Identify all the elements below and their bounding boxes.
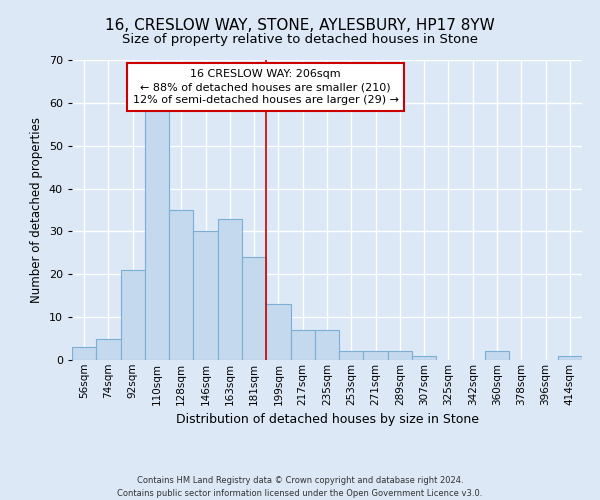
Bar bbox=[145, 112, 169, 360]
Text: 16, CRESLOW WAY, STONE, AYLESBURY, HP17 8YW: 16, CRESLOW WAY, STONE, AYLESBURY, HP17 … bbox=[105, 18, 495, 32]
Bar bbox=[315, 330, 339, 360]
Bar bbox=[96, 338, 121, 360]
Text: Size of property relative to detached houses in Stone: Size of property relative to detached ho… bbox=[122, 32, 478, 46]
Bar bbox=[290, 330, 315, 360]
X-axis label: Distribution of detached houses by size in Stone: Distribution of detached houses by size … bbox=[176, 413, 479, 426]
Bar bbox=[218, 218, 242, 360]
Bar bbox=[72, 347, 96, 360]
Bar bbox=[412, 356, 436, 360]
Y-axis label: Number of detached properties: Number of detached properties bbox=[30, 117, 43, 303]
Bar bbox=[121, 270, 145, 360]
Bar bbox=[388, 352, 412, 360]
Bar bbox=[169, 210, 193, 360]
Bar bbox=[364, 352, 388, 360]
Bar bbox=[266, 304, 290, 360]
Bar bbox=[485, 352, 509, 360]
Text: Contains HM Land Registry data © Crown copyright and database right 2024.
Contai: Contains HM Land Registry data © Crown c… bbox=[118, 476, 482, 498]
Bar bbox=[242, 257, 266, 360]
Bar bbox=[339, 352, 364, 360]
Bar bbox=[558, 356, 582, 360]
Bar bbox=[193, 232, 218, 360]
Text: 16 CRESLOW WAY: 206sqm
← 88% of detached houses are smaller (210)
12% of semi-de: 16 CRESLOW WAY: 206sqm ← 88% of detached… bbox=[133, 69, 399, 106]
